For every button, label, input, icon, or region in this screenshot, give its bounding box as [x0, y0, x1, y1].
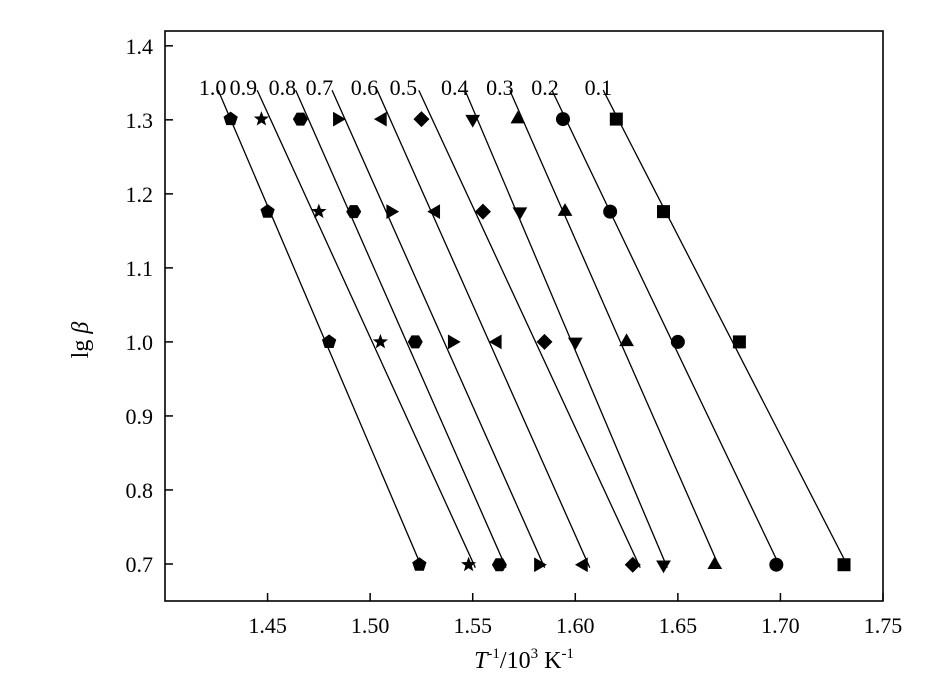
marker-circle-0-2: [670, 334, 685, 349]
marker-triangle-left-0-6: [427, 204, 441, 219]
marker-triangle-left-0-6: [574, 557, 588, 573]
marker-hexagon-0-8: [292, 112, 308, 126]
y-tick-label: 0.7: [126, 552, 154, 577]
marker-square-0-1: [732, 335, 746, 349]
y-tick-label: 1.1: [126, 256, 154, 281]
y-tick-label: 1.3: [126, 108, 154, 133]
y-tick-label: 1.4: [126, 34, 154, 59]
x-tick-label: 1.70: [761, 613, 800, 638]
y-axis-title-symbol: β: [68, 322, 94, 335]
fit-line-0-5: [418, 89, 641, 568]
marker-triangle-down-0-4: [465, 114, 481, 128]
marker-triangle-right-0-7: [447, 334, 461, 350]
marker-triangle-right-0-7: [333, 111, 346, 127]
marker-pentagon-1-0: [321, 334, 337, 348]
y-tick-label: 1.0: [126, 330, 154, 355]
fit-line-1-0: [217, 89, 423, 568]
marker-diamond-0-5: [413, 111, 430, 128]
marker-pentagon-1-0: [412, 557, 427, 571]
marker-triangle-left-0-6: [373, 111, 387, 127]
x-axis-title-sup3: -1: [561, 646, 574, 662]
series-label-0-7: 0.7: [306, 75, 334, 100]
y-axis-title: lg β: [68, 322, 94, 359]
series-label-0-5: 0.5: [390, 75, 418, 100]
fit-lines: [217, 89, 850, 568]
y-tick-label: 1.2: [126, 182, 154, 207]
fit-line-0-7: [331, 89, 546, 568]
marker-square-0-1: [656, 205, 670, 219]
marker-triangle-up-0-3: [557, 203, 573, 216]
marker-hexagon-0-8: [407, 335, 423, 349]
axis-ticks: 1.45 1.50 1.55 1.60 1.65 1.70 1.750.70.80.91.0…: [126, 34, 903, 638]
x-tick-label: 1.55: [453, 613, 492, 638]
series-label-0-1: 0.1: [585, 75, 613, 100]
x-axis-title-sup1: -1: [487, 646, 500, 662]
marker-square-0-1: [609, 112, 623, 126]
marker-square-0-1: [837, 558, 851, 572]
marker-triangle-down-0-4: [512, 207, 528, 221]
fit-line-0-1: [602, 89, 850, 568]
marker-hexagon-0-8: [346, 205, 362, 219]
fit-line-0-4: [464, 89, 668, 568]
marker-triangle-right-0-7: [534, 557, 547, 573]
marker-diamond-0-5: [624, 556, 641, 573]
x-axis-title-sup2: 3: [531, 646, 539, 662]
marker-pentagon-1-0: [223, 111, 238, 126]
y-tick-label: 0.8: [126, 478, 154, 503]
x-axis-title-base: T: [474, 648, 489, 674]
marker-pentagon-1-0: [260, 204, 275, 218]
marker-circle-0-2: [555, 112, 570, 127]
x-tick-label: 1.50: [351, 613, 390, 638]
x-tick-label: 1.45: [248, 613, 287, 638]
y-tick-label: 0.9: [126, 404, 154, 429]
marker-triangle-right-0-7: [386, 204, 400, 219]
marker-triangle-down-0-4: [567, 337, 583, 351]
marker-star-0-9: [461, 556, 477, 572]
marker-triangle-left-0-6: [488, 334, 502, 350]
series-label-0-6: 0.6: [351, 75, 379, 100]
series-label-1-0: 1.0: [199, 75, 227, 100]
fit-line-0-9: [256, 89, 476, 568]
fit-line-0-8: [295, 89, 507, 568]
x-tick-label: 1.60: [556, 613, 595, 638]
data-markers: [223, 110, 851, 574]
x-tick-label: 1.65: [659, 613, 698, 638]
fit-line-0-2: [551, 89, 782, 568]
x-tick-label: 1.75: [864, 613, 903, 638]
marker-triangle-up-0-3: [619, 333, 634, 347]
marker-star-0-9: [311, 203, 327, 219]
marker-circle-0-2: [769, 557, 784, 572]
y-axis-title-main: lg: [68, 334, 94, 359]
marker-diamond-0-5: [536, 333, 553, 350]
fit-line-0-3: [509, 89, 721, 568]
marker-triangle-up-0-3: [707, 556, 723, 569]
x-axis-title: T-1/103 K-1: [474, 646, 574, 674]
marker-star-0-9: [372, 333, 389, 349]
marker-triangle-up-0-3: [510, 110, 526, 124]
series-label-0-3: 0.3: [486, 75, 514, 100]
series-labels: 1.0 0.9 0.8 0.7 0.6 0.5 0.4 0.3 0.2 0.1: [199, 75, 612, 100]
x-axis-title-unit: K: [538, 648, 562, 674]
series-label-0-4: 0.4: [441, 75, 469, 100]
series-label-0-8: 0.8: [269, 75, 297, 100]
marker-circle-0-2: [603, 204, 618, 219]
marker-diamond-0-5: [474, 203, 491, 220]
marker-triangle-down-0-4: [656, 560, 671, 574]
series-label-0-2: 0.2: [531, 75, 559, 100]
plot-frame: [164, 30, 884, 602]
x-axis-title-mid: /10: [500, 648, 531, 674]
marker-hexagon-0-8: [491, 558, 507, 572]
marker-star-0-9: [253, 111, 270, 126]
fit-line-0-6: [376, 89, 591, 568]
series-label-0-9: 0.9: [230, 75, 258, 100]
